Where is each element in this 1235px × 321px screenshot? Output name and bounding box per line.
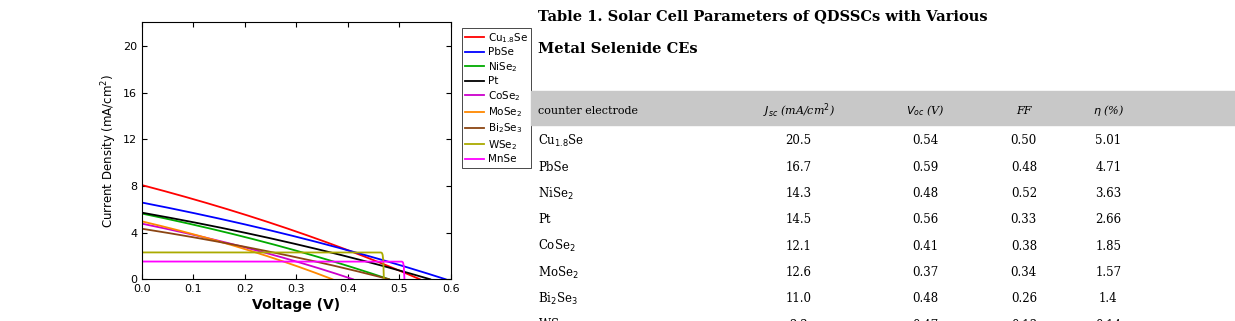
Text: 0.47: 0.47: [913, 319, 939, 321]
Text: 20.5: 20.5: [785, 134, 811, 147]
Text: counter electrode: counter electrode: [538, 106, 638, 116]
Text: $\eta$ (%): $\eta$ (%): [1093, 103, 1124, 118]
Text: Metal Selenide CEs: Metal Selenide CEs: [538, 42, 698, 56]
Text: 0.13: 0.13: [1010, 319, 1037, 321]
X-axis label: Voltage (V): Voltage (V): [252, 298, 341, 312]
Text: 0.41: 0.41: [913, 240, 939, 253]
Text: 1.57: 1.57: [1095, 266, 1121, 279]
Text: 0.33: 0.33: [1010, 213, 1037, 226]
Text: $J_{sc}$ (mA/cm$^2$): $J_{sc}$ (mA/cm$^2$): [762, 101, 835, 120]
Text: 0.50: 0.50: [1010, 134, 1037, 147]
Text: 0.56: 0.56: [913, 213, 939, 226]
Text: MoSe$_2$: MoSe$_2$: [538, 265, 579, 281]
Text: NiSe$_2$: NiSe$_2$: [538, 186, 574, 202]
Text: 0.48: 0.48: [913, 187, 939, 200]
Text: 0.34: 0.34: [1010, 266, 1037, 279]
Text: 2.66: 2.66: [1095, 213, 1121, 226]
Text: PbSe: PbSe: [538, 161, 568, 174]
Text: Cu$_{1.8}$Se: Cu$_{1.8}$Se: [538, 133, 584, 149]
Text: 1.85: 1.85: [1095, 240, 1121, 253]
Y-axis label: Current Density (mA/cm$^2$): Current Density (mA/cm$^2$): [99, 74, 119, 228]
Text: 1.4: 1.4: [1099, 292, 1118, 305]
Text: 0.38: 0.38: [1010, 240, 1037, 253]
Text: 0.48: 0.48: [913, 292, 939, 305]
Text: 4.71: 4.71: [1095, 161, 1121, 174]
Text: 5.01: 5.01: [1095, 134, 1121, 147]
Text: 14.3: 14.3: [785, 187, 811, 200]
Text: 11.0: 11.0: [785, 292, 811, 305]
Text: 0.14: 0.14: [1095, 319, 1121, 321]
Text: 0.59: 0.59: [913, 161, 939, 174]
Text: $V_{oc}$ (V): $V_{oc}$ (V): [906, 103, 945, 118]
Text: Table 1. Solar Cell Parameters of QDSSCs with Various: Table 1. Solar Cell Parameters of QDSSCs…: [538, 10, 988, 24]
Legend: Cu$_{1.8}$Se, PbSe, NiSe$_2$, Pt, CoSe$_2$, MoSe$_2$, Bi$_2$Se$_3$, WSe$_2$, MnS: Cu$_{1.8}$Se, PbSe, NiSe$_2$, Pt, CoSe$_…: [462, 28, 531, 168]
Text: 0.26: 0.26: [1010, 292, 1037, 305]
Text: 0.52: 0.52: [1010, 187, 1037, 200]
Text: Pt: Pt: [538, 213, 551, 226]
Text: WSe$_2$: WSe$_2$: [538, 317, 572, 321]
Text: 12.1: 12.1: [785, 240, 811, 253]
Text: 0.37: 0.37: [913, 266, 939, 279]
Text: 16.7: 16.7: [785, 161, 811, 174]
Text: 0.54: 0.54: [913, 134, 939, 147]
Text: 14.5: 14.5: [785, 213, 811, 226]
Text: 2.3: 2.3: [789, 319, 808, 321]
Text: 12.6: 12.6: [785, 266, 811, 279]
Text: CoSe$_2$: CoSe$_2$: [538, 238, 576, 254]
Text: 0.48: 0.48: [1010, 161, 1037, 174]
Text: FF: FF: [1016, 106, 1031, 116]
Bar: [531, 91, 1235, 125]
Text: 3.63: 3.63: [1095, 187, 1121, 200]
Text: Bi$_2$Se$_3$: Bi$_2$Se$_3$: [538, 291, 578, 307]
